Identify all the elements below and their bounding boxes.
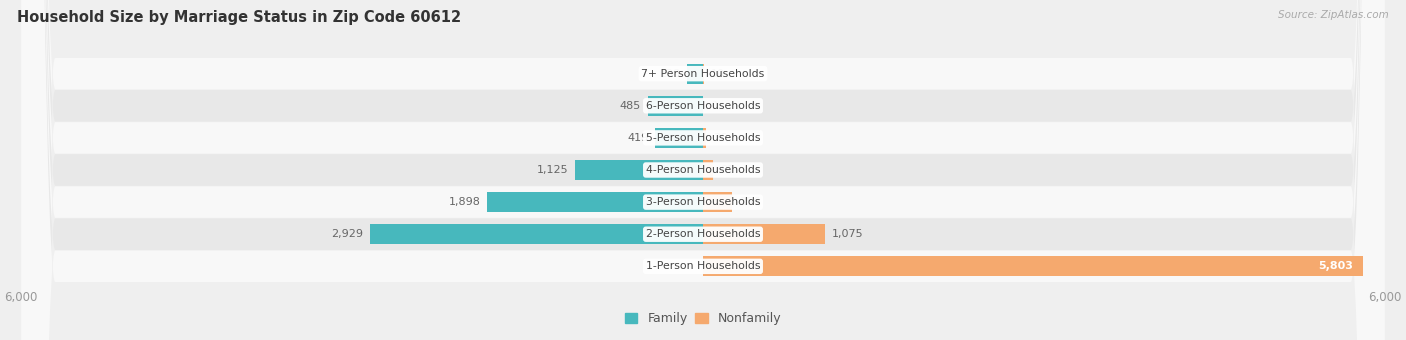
Text: 5,803: 5,803: [1319, 261, 1354, 271]
Text: 7+ Person Households: 7+ Person Households: [641, 69, 765, 79]
Text: 1-Person Households: 1-Person Households: [645, 261, 761, 271]
FancyBboxPatch shape: [21, 0, 1385, 340]
Text: 2-Person Households: 2-Person Households: [645, 229, 761, 239]
FancyBboxPatch shape: [21, 0, 1385, 340]
Text: 1,075: 1,075: [832, 229, 863, 239]
Bar: [575, 160, 703, 180]
Bar: [703, 128, 706, 148]
Bar: [703, 224, 825, 244]
Bar: [370, 224, 703, 244]
Bar: [655, 128, 703, 148]
Text: 419: 419: [627, 133, 648, 143]
Text: Source: ZipAtlas.com: Source: ZipAtlas.com: [1278, 10, 1389, 20]
Text: 2,929: 2,929: [332, 229, 363, 239]
Text: 5-Person Households: 5-Person Households: [645, 133, 761, 143]
Text: 138: 138: [659, 69, 681, 79]
Text: 485: 485: [620, 101, 641, 111]
Bar: [703, 192, 733, 212]
Text: 10: 10: [711, 69, 725, 79]
FancyBboxPatch shape: [21, 0, 1385, 340]
Legend: Family, Nonfamily: Family, Nonfamily: [620, 307, 786, 330]
Text: 6-Person Households: 6-Person Households: [645, 101, 761, 111]
FancyBboxPatch shape: [21, 0, 1385, 340]
Bar: [648, 96, 703, 116]
FancyBboxPatch shape: [21, 0, 1385, 340]
Text: 256: 256: [740, 197, 761, 207]
Text: 1,125: 1,125: [537, 165, 568, 175]
Text: 3-Person Households: 3-Person Households: [645, 197, 761, 207]
Text: 26: 26: [713, 133, 727, 143]
Text: 4-Person Households: 4-Person Households: [645, 165, 761, 175]
Bar: [488, 192, 703, 212]
Text: 1,898: 1,898: [449, 197, 481, 207]
Bar: [703, 160, 713, 180]
Text: Household Size by Marriage Status in Zip Code 60612: Household Size by Marriage Status in Zip…: [17, 10, 461, 25]
FancyBboxPatch shape: [21, 0, 1385, 340]
FancyBboxPatch shape: [21, 0, 1385, 340]
Text: 0: 0: [710, 101, 717, 111]
Text: 91: 91: [720, 165, 734, 175]
Bar: [703, 256, 1362, 276]
Bar: [688, 64, 703, 84]
